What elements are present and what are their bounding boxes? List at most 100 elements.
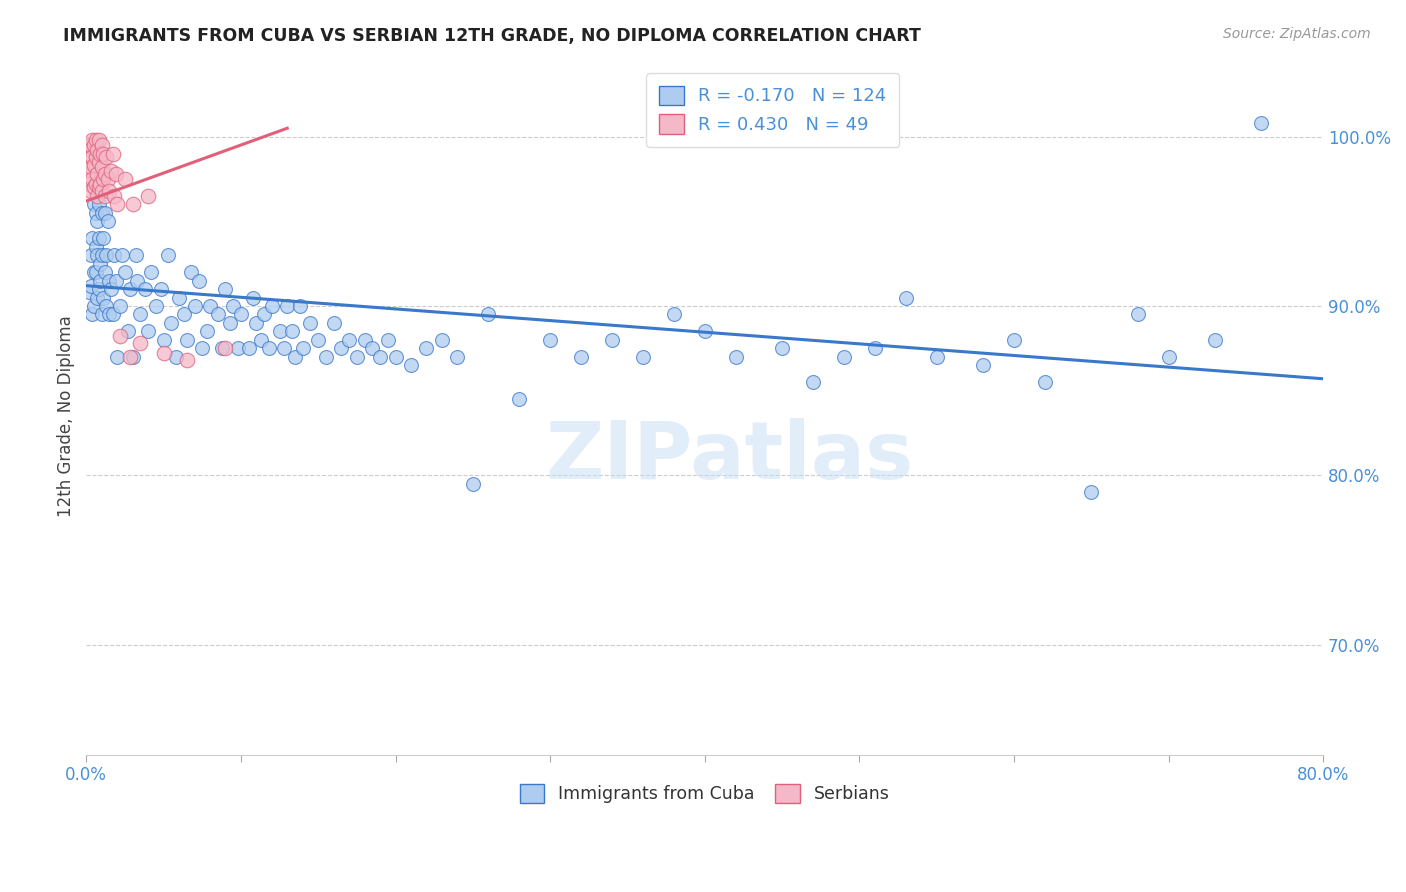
Point: [152, 346, 174, 360]
Point: [145, 299, 167, 313]
Point: [89, 146, 111, 161]
Point: [198, 299, 221, 313]
Point: [253, 308, 276, 322]
Text: IMMIGRANTS FROM CUBA VS SERBIAN 12TH GRADE, NO DIPLOMA CORRELATION CHART: IMMIGRANTS FROM CUBA VS SERBIAN 12TH GRA…: [63, 27, 921, 45]
Point: [83, 138, 105, 153]
Legend: Immigrants from Cuba, Serbians: Immigrants from Cuba, Serbians: [509, 773, 900, 814]
Point: [89, 274, 111, 288]
Point: [82, 308, 104, 322]
Point: [600, 333, 623, 347]
Point: [384, 350, 406, 364]
Point: [430, 333, 453, 347]
Point: [76, 146, 98, 161]
Point: [226, 341, 249, 355]
Point: [569, 350, 592, 364]
Point: [86, 143, 108, 157]
Point: [195, 324, 218, 338]
Point: [84, 150, 107, 164]
Point: [346, 350, 368, 364]
Point: [94, 189, 117, 203]
Point: [94, 206, 117, 220]
Point: [83, 197, 105, 211]
Point: [98, 184, 121, 198]
Point: [257, 341, 280, 355]
Point: [114, 265, 136, 279]
Point: [83, 158, 105, 172]
Point: [353, 333, 375, 347]
Point: [152, 333, 174, 347]
Point: [91, 291, 114, 305]
Point: [80, 248, 103, 262]
Point: [972, 358, 994, 372]
Point: [103, 248, 125, 262]
Point: [79, 285, 101, 300]
Point: [79, 177, 101, 191]
Point: [90, 184, 112, 198]
Point: [188, 274, 211, 288]
Point: [461, 476, 484, 491]
Point: [724, 350, 747, 364]
Point: [662, 308, 685, 322]
Point: [89, 177, 111, 191]
Point: [1204, 333, 1226, 347]
Text: Source: ZipAtlas.com: Source: ZipAtlas.com: [1223, 27, 1371, 41]
Point: [276, 299, 298, 313]
Point: [446, 350, 468, 364]
Point: [117, 324, 139, 338]
Point: [183, 299, 205, 313]
Point: [180, 265, 202, 279]
Point: [121, 197, 143, 211]
Point: [86, 291, 108, 305]
Point: [299, 316, 322, 330]
Point: [105, 350, 128, 364]
Point: [80, 160, 103, 174]
Point: [214, 282, 236, 296]
Point: [94, 265, 117, 279]
Point: [80, 278, 103, 293]
Point: [110, 329, 132, 343]
Point: [87, 282, 110, 296]
Y-axis label: 12th Grade, No Diploma: 12th Grade, No Diploma: [58, 315, 75, 516]
Point: [83, 180, 105, 194]
Point: [214, 341, 236, 355]
Point: [96, 299, 118, 313]
Point: [89, 257, 111, 271]
Point: [377, 333, 399, 347]
Point: [87, 231, 110, 245]
Point: [83, 299, 105, 313]
Point: [157, 248, 180, 262]
Point: [80, 138, 103, 153]
Point: [79, 155, 101, 169]
Point: [260, 299, 283, 313]
Point: [82, 172, 104, 186]
Point: [191, 341, 214, 355]
Point: [94, 167, 117, 181]
Point: [284, 350, 307, 364]
Point: [136, 189, 159, 203]
Point: [149, 282, 172, 296]
Point: [80, 184, 103, 198]
Point: [222, 299, 245, 313]
Point: [97, 214, 120, 228]
Point: [104, 167, 127, 181]
Point: [136, 324, 159, 338]
Point: [127, 274, 149, 288]
Point: [211, 341, 233, 355]
Point: [1126, 308, 1149, 322]
Point: [307, 333, 329, 347]
Point: [90, 206, 112, 220]
Point: [1002, 333, 1025, 347]
Point: [134, 282, 156, 296]
Point: [104, 274, 127, 288]
Point: [269, 324, 291, 338]
Point: [322, 316, 344, 330]
Point: [76, 167, 98, 181]
Point: [894, 291, 917, 305]
Point: [114, 172, 136, 186]
Point: [219, 316, 242, 330]
Point: [98, 274, 121, 288]
Point: [207, 308, 229, 322]
Point: [84, 177, 107, 191]
Point: [361, 341, 384, 355]
Point: [245, 316, 267, 330]
